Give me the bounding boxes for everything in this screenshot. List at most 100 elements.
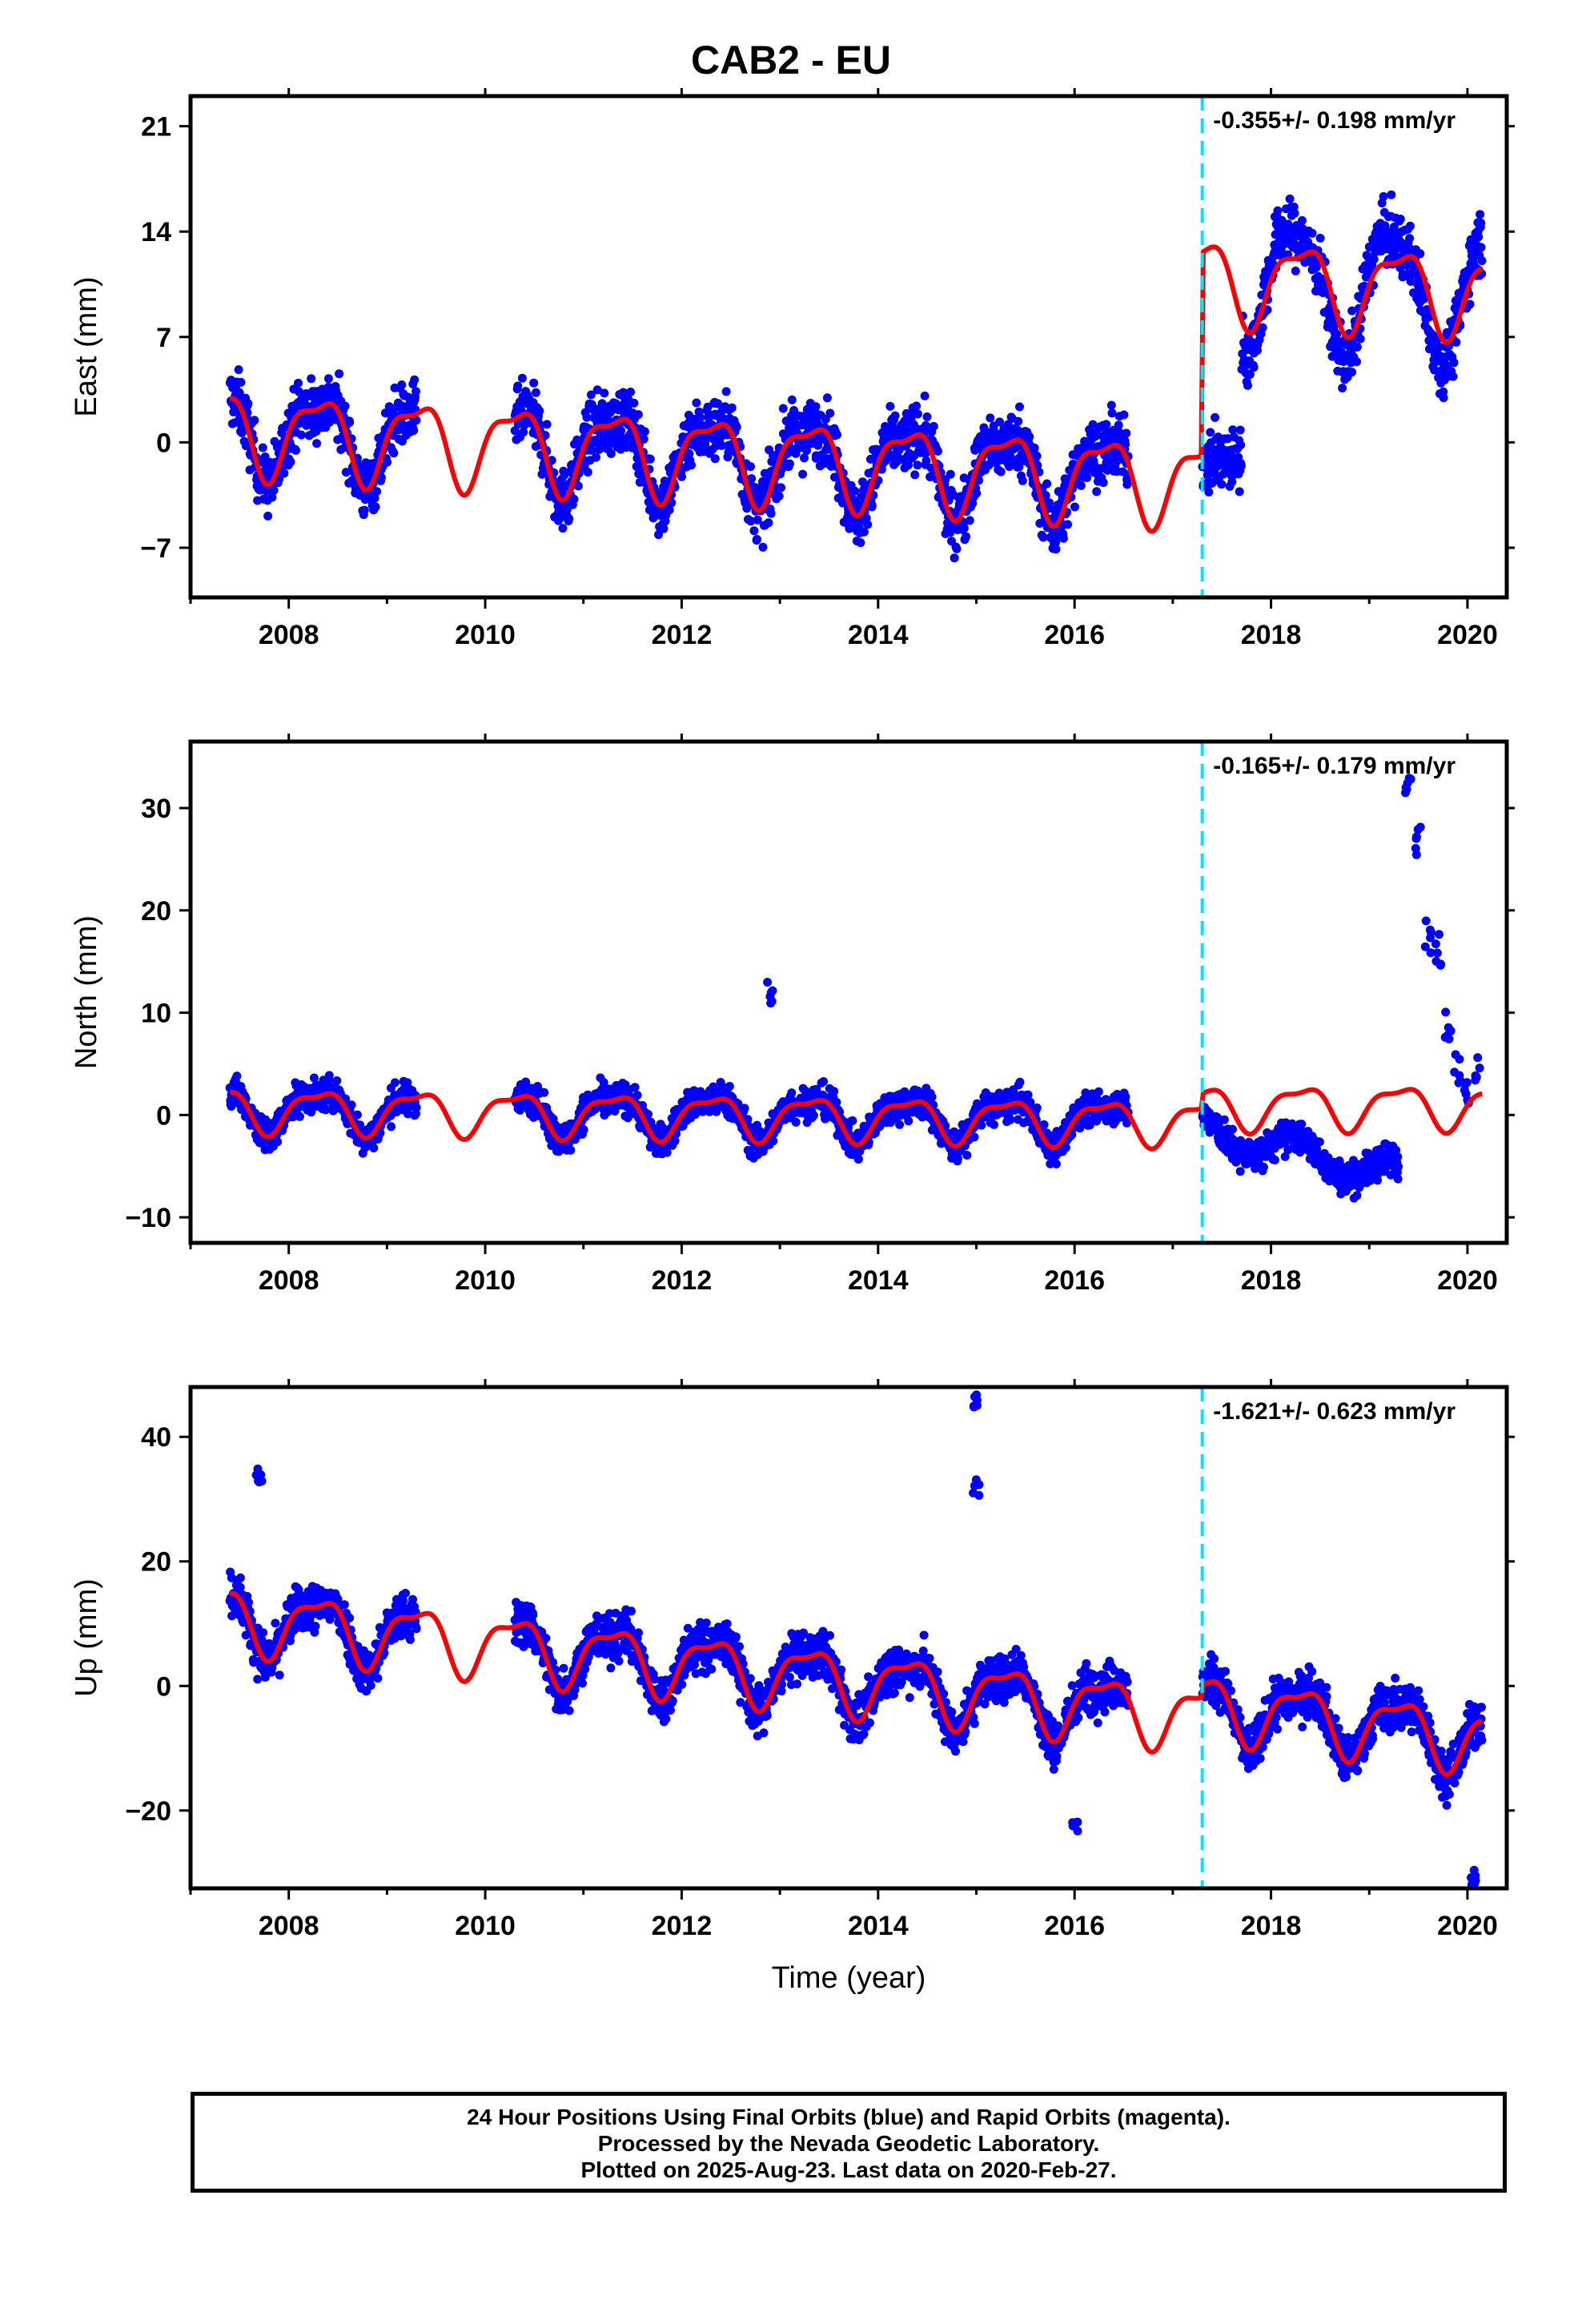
data-point — [1122, 428, 1131, 438]
data-point — [1051, 545, 1061, 554]
data-points — [225, 774, 1484, 1203]
data-point — [1051, 535, 1061, 545]
data-point — [383, 457, 392, 467]
data-point — [1452, 337, 1461, 347]
data-point — [295, 387, 303, 396]
data-point — [592, 452, 600, 462]
data-point — [600, 388, 609, 398]
data-point — [962, 532, 971, 541]
data-point — [409, 426, 419, 435]
data-point — [740, 1104, 749, 1113]
data-point — [1405, 234, 1415, 243]
data-point — [822, 393, 832, 403]
data-point — [758, 542, 768, 552]
data-point — [369, 1144, 379, 1152]
data-point — [1285, 194, 1295, 203]
data-point — [1352, 342, 1362, 352]
chart-title: CAB2 - EU — [690, 38, 892, 82]
data-point — [566, 1145, 576, 1155]
data-point — [640, 427, 649, 436]
data-point — [1448, 372, 1458, 381]
y-axis-label: East (mm) — [70, 276, 103, 416]
data-point — [569, 494, 579, 504]
data-point — [1018, 476, 1027, 485]
data-point — [1249, 363, 1259, 372]
data-point — [833, 430, 841, 440]
data-point — [972, 489, 982, 498]
data-point — [1435, 342, 1444, 352]
data-point — [904, 460, 913, 470]
data-point — [1025, 432, 1034, 441]
data-point — [243, 399, 253, 408]
data-point — [1121, 440, 1130, 449]
data-point — [1228, 425, 1238, 435]
data-point — [345, 417, 355, 427]
data-point — [774, 492, 784, 501]
data-point — [1352, 357, 1361, 367]
data-point — [929, 421, 938, 431]
x-tick-label: 2016 — [1044, 620, 1105, 650]
data-point — [974, 476, 984, 485]
data-point — [1369, 255, 1379, 264]
data-point — [1082, 473, 1092, 482]
data-point — [1032, 452, 1042, 460]
data-point — [1106, 400, 1116, 410]
data-point — [540, 1088, 549, 1097]
x-tick-label: 2018 — [1241, 620, 1302, 650]
data-point — [1051, 1160, 1061, 1168]
data-point — [996, 467, 1006, 476]
data-point — [324, 1071, 334, 1080]
data-point — [863, 520, 873, 529]
data-point — [1439, 393, 1448, 403]
data-point — [1217, 480, 1227, 489]
data-point — [606, 449, 616, 458]
data-point — [764, 518, 773, 528]
data-point — [321, 1105, 331, 1115]
x-tick-label: 2014 — [848, 620, 909, 650]
data-point — [1236, 440, 1246, 450]
data-point — [1405, 221, 1415, 231]
data-point — [1045, 498, 1054, 508]
data-point — [616, 426, 626, 436]
data-point — [749, 526, 759, 536]
data-point — [791, 1117, 801, 1127]
data-point — [1041, 491, 1050, 501]
data-point — [684, 410, 693, 420]
data-point — [1291, 266, 1300, 275]
data-point — [397, 380, 407, 389]
plot-frame — [188, 94, 1509, 600]
data-point — [639, 434, 648, 444]
data-point — [995, 417, 1005, 427]
data-point — [632, 1091, 642, 1100]
x-tick-label: 2012 — [652, 620, 713, 650]
data-point — [580, 460, 589, 470]
data-point — [685, 449, 694, 458]
data-point — [1042, 479, 1052, 489]
data-point — [970, 1132, 979, 1142]
data-point — [809, 1111, 818, 1120]
data-point — [1023, 1090, 1033, 1100]
data-point — [1039, 1120, 1049, 1129]
data-point — [1006, 452, 1015, 461]
data-point — [531, 388, 540, 397]
data-point — [1474, 232, 1484, 242]
data-point — [859, 527, 869, 537]
data-point — [753, 515, 762, 525]
data-point — [1092, 487, 1102, 497]
data-point — [1030, 443, 1039, 452]
data-point — [645, 454, 655, 464]
data-point — [785, 459, 794, 468]
data-point — [232, 1072, 242, 1081]
data-point — [873, 476, 883, 485]
data-point — [510, 426, 520, 436]
x-tick-label: 2010 — [455, 620, 516, 650]
data-point — [1211, 412, 1220, 422]
data-point — [946, 469, 955, 479]
data-point — [659, 524, 669, 533]
data-point — [1102, 465, 1112, 475]
data-point — [236, 377, 246, 387]
data-point — [990, 1120, 998, 1129]
y-tick-label: 7 — [156, 323, 171, 353]
data-point — [540, 431, 550, 440]
